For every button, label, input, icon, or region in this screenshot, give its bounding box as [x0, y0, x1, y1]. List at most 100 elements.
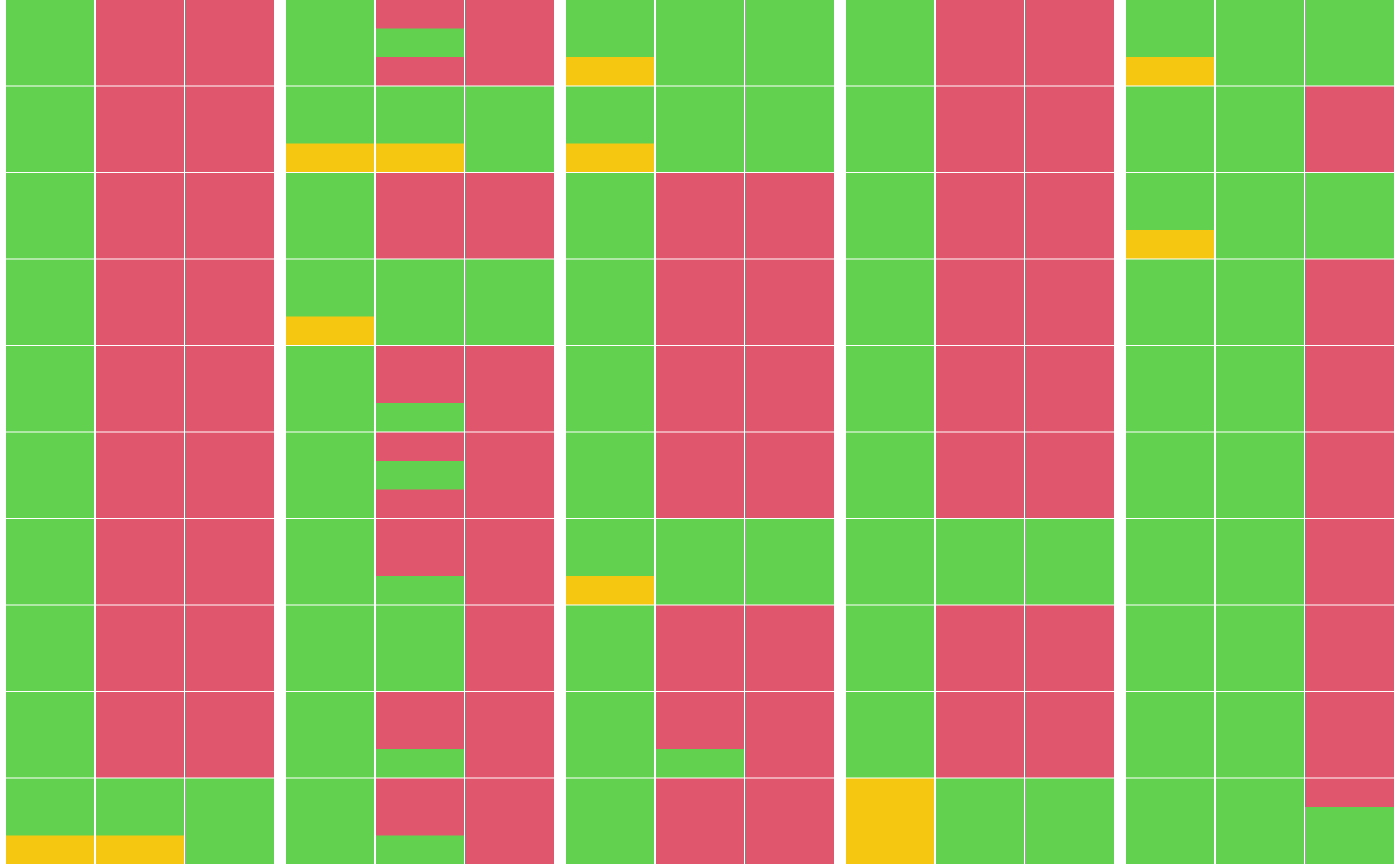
cell-segment	[566, 259, 654, 289]
cell-segment	[936, 201, 1024, 231]
cell	[846, 605, 934, 691]
cell-segment	[96, 835, 184, 864]
cell-segment	[96, 0, 184, 29]
cell-segment	[1025, 173, 1114, 202]
cell-segment	[185, 778, 274, 808]
cell-segment	[1025, 634, 1114, 663]
cell-segment	[656, 605, 744, 635]
cell-segment	[566, 662, 654, 691]
cell	[1305, 346, 1394, 432]
cell-segment	[1216, 778, 1304, 808]
cell-segment	[465, 692, 554, 721]
cell-segment	[566, 28, 654, 58]
cell-segment	[656, 461, 744, 490]
cell-segment	[96, 461, 184, 490]
cell-segment	[376, 519, 464, 548]
cell-segment	[745, 778, 834, 808]
cell-segment	[96, 547, 184, 577]
cell	[96, 605, 184, 691]
cell-segment	[1216, 201, 1304, 231]
cell	[656, 778, 744, 864]
cell-segment	[185, 576, 274, 605]
cell-segment	[566, 115, 654, 144]
cell-segment	[1216, 461, 1304, 490]
cell-segment	[1216, 403, 1304, 432]
cell-segment	[656, 0, 744, 29]
cell-segment	[465, 115, 554, 144]
cell-segment	[6, 173, 94, 202]
cell	[6, 346, 94, 432]
cell-segment	[566, 230, 654, 259]
cell-segment	[286, 57, 374, 86]
cell-segment	[185, 519, 274, 548]
cell-segment	[1305, 288, 1394, 317]
cell	[1025, 432, 1114, 518]
cell-segment	[656, 576, 744, 605]
cell-segment	[286, 461, 374, 490]
cell-segment	[846, 259, 934, 289]
cell-segment	[96, 605, 184, 635]
cell	[656, 0, 744, 86]
cell-segment	[465, 489, 554, 518]
cell-segment	[745, 432, 834, 462]
cell-segment	[465, 288, 554, 317]
cell	[1025, 0, 1114, 86]
cell-segment	[286, 201, 374, 231]
cell-segment	[1216, 835, 1304, 864]
cell-segment	[745, 461, 834, 490]
cell-segment	[846, 403, 934, 432]
cell-segment	[96, 374, 184, 404]
cell-segment	[1126, 432, 1214, 462]
cell-segment	[745, 173, 834, 202]
cell	[566, 259, 654, 345]
cell	[185, 346, 274, 432]
cell-segment	[1025, 346, 1114, 375]
cell-segment	[96, 201, 184, 231]
cell-segment	[1126, 230, 1214, 259]
cell-segment	[185, 634, 274, 663]
cell	[185, 692, 274, 778]
cell-segment	[656, 57, 744, 86]
cell	[376, 86, 464, 172]
cell	[1305, 432, 1394, 518]
cell-segment	[465, 835, 554, 864]
cell-segment	[846, 662, 934, 691]
cell-segment	[745, 57, 834, 86]
cell	[465, 259, 554, 345]
cell-segment	[465, 374, 554, 404]
cell-segment	[6, 461, 94, 490]
cell-segment	[96, 432, 184, 462]
cell	[1126, 605, 1214, 691]
cell-segment	[1025, 576, 1114, 605]
cell-segment	[566, 576, 654, 605]
cell-segment	[1025, 807, 1114, 836]
cell-segment	[1025, 86, 1114, 116]
cell-segment	[936, 662, 1024, 691]
cell-segment	[6, 0, 94, 29]
cell-segment	[566, 86, 654, 116]
cell-segment	[936, 403, 1024, 432]
cell	[745, 0, 834, 86]
cell	[96, 173, 184, 259]
cell-segment	[1126, 173, 1214, 202]
cell-segment	[376, 374, 464, 404]
cell	[1126, 778, 1214, 864]
cell-segment	[376, 634, 464, 663]
cell-segment	[656, 316, 744, 345]
cell-segment	[1305, 346, 1394, 375]
cell-segment	[96, 230, 184, 259]
cell-segment	[1216, 720, 1304, 750]
cell-segment	[185, 403, 274, 432]
cell	[1216, 519, 1304, 605]
cell-segment	[846, 605, 934, 635]
cell-segment	[465, 519, 554, 548]
cell-segment	[846, 432, 934, 462]
cell	[1305, 173, 1394, 259]
cell-segment	[1216, 374, 1304, 404]
cell-segment	[6, 432, 94, 462]
cell	[566, 692, 654, 778]
group	[286, 0, 554, 864]
cell	[465, 0, 554, 86]
cell-segment	[1025, 692, 1114, 721]
cell-segment	[376, 662, 464, 691]
